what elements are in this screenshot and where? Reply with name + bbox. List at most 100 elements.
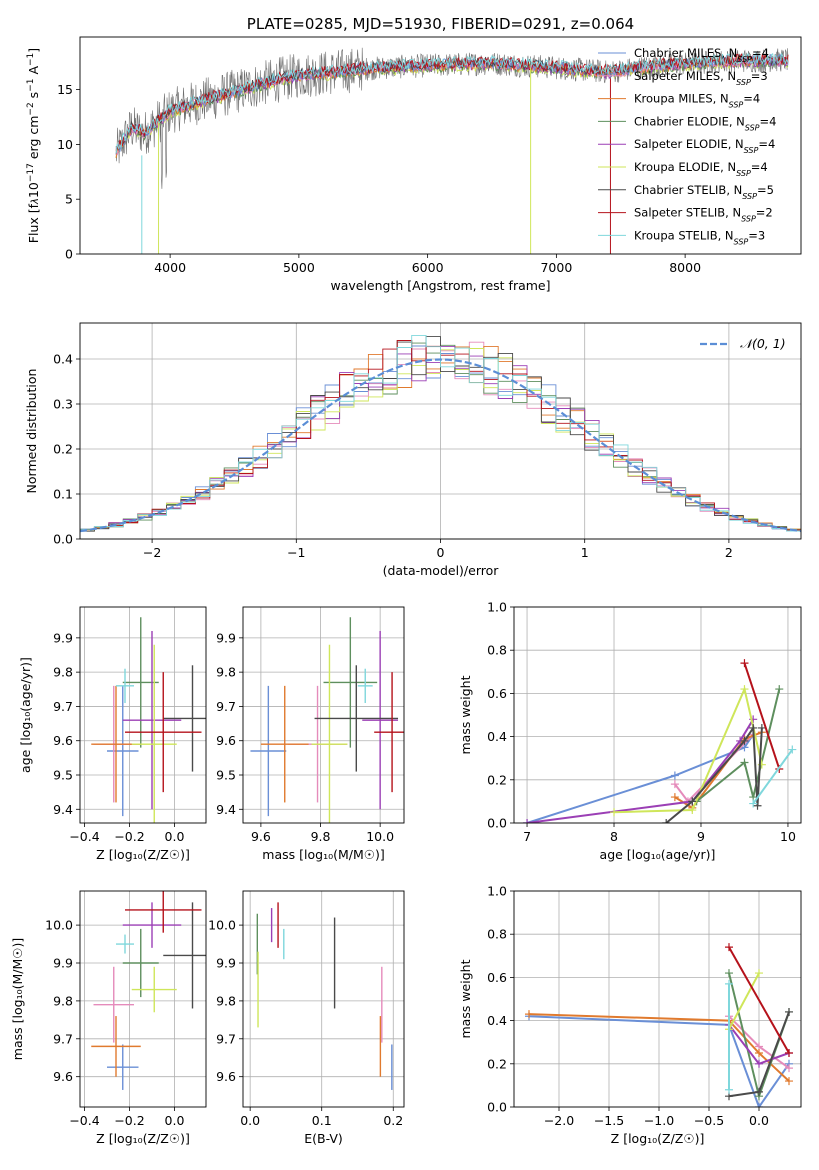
legend-label-part: SSP [741,214,756,223]
y-axis-label: age [log₁₀(age/yr)] [18,657,33,773]
marker-chabrier_stelib [688,797,697,806]
y-tick-label: 10.0 [208,918,236,933]
legend-label-part: =3 [751,69,768,83]
age_vs_mass-frame [242,606,405,824]
y-tick-label: 9.8 [53,993,73,1008]
y-axis-label: mass weight [458,959,473,1038]
y-axis-label-part: −1 [26,79,36,92]
legend-label-part: =4 [752,46,769,60]
y-tick-label: 0.8 [487,643,507,658]
x-tick-label: 9.8 [311,829,331,844]
marker-kroupa_stelib [788,745,797,754]
y-axis-label-part: ] [26,48,41,53]
chart-title: PLATE=0285, MJD=51930, FIBERID=0291, z=0… [247,15,634,33]
legend-label: Kroupa ELODIE, NSSP=4 [634,160,768,178]
legend-label-part: =4 [743,92,760,106]
legend-label: Salpeter STELIB, NSSP=2 [634,206,773,224]
y-axis-label: mass weight [458,675,473,754]
y-axis-label: Flux [fλ10−17 erg cm−2 s−1 A−1] [26,48,41,243]
y-tick-label: 0.4 [487,1013,507,1028]
histogram-steps [80,334,801,533]
mass_vs_z-frame [79,890,207,1108]
y-tick-label: 0 [65,247,73,262]
legend-label: Chabrier MILES, NSSP=4 [634,46,769,64]
marker-chabrier_stelib [753,801,762,810]
y-tick-label: 9.5 [216,768,236,783]
x-tick-label: 10.0 [366,829,394,844]
marker-kroupa_miles [670,793,679,802]
x-tick-label: −1.0 [644,1113,674,1128]
y-tick-label: 1.0 [487,600,507,615]
age_vs_z-points [91,617,206,823]
x-axis-label: age [log₁₀(age/yr)] [600,847,716,862]
legend-label-part: Salpeter MILES, N [634,69,736,83]
y-tick-label: 9.9 [53,956,73,971]
x-tick-label: 5000 [283,260,315,275]
marker-kroupa_elodie [740,685,749,694]
y-axis-label: Normed distribution [24,369,39,494]
y-tick-label: 9.5 [53,768,73,783]
x-axis-label: wavelength [Angstrom, rest frame] [330,278,550,293]
mass_vs_z-points [91,891,206,1090]
marker-chabrier_stelib [740,736,749,745]
series-kroupa_elodie [728,972,760,1030]
x-axis-label: Z [log₁₀(Z/Z☉)] [611,1131,705,1146]
x-axis-label: mass [log₁₀(M/M☉)] [262,847,384,862]
legend-label: Kroupa MILES, NSSP=4 [634,92,760,110]
marker-kroupa_stelib [725,979,733,988]
x-tick-label: 1 [581,545,589,560]
mass_vs_ebv-frame [242,890,405,1108]
y-tick-label: 0.4 [53,352,73,367]
legend-label-part: Salpeter ELODIE, N [634,137,744,151]
x-tick-label: 8000 [669,260,701,275]
marker-chabrier_elodie [740,758,749,767]
y-tick-label: 10 [57,137,73,152]
mass_vs_z-axes: −0.4 −0.2 0.0 9.6 9.7 9.8 9.9 10.0 Z [log₁₀(Z/Z☉… [10,891,206,1146]
series-salpeter_stelib [743,662,781,770]
y-tick-label: 9.8 [216,993,236,1008]
x-tick-label: −1.5 [594,1113,624,1128]
x-tick-label: 6000 [412,260,444,275]
mass_vs_ebv-points [256,902,393,1090]
legend-label-part: =4 [751,160,768,174]
legend-label-part: SSP [745,123,760,132]
y-tick-label: 1.0 [487,884,507,899]
marker-salpeter_elodie [523,819,532,823]
x-axis-label: Z [log₁₀(Z/Z☉)] [96,847,190,862]
marker-salpeter_stelib [725,943,733,952]
plot-layer: PLATE=0285, MJD=51930, FIBERID=0291, z=0… [10,15,802,1146]
age_vs_z-axes: −0.4 −0.2 0.0 9.4 9.5 9.6 9.7 9.8 9.9 Z [log₁₀(Z/… [18,607,206,862]
legend-label: Salpeter MILES, NSSP=3 [634,69,768,87]
x-tick-label: 10 [780,829,796,844]
y-tick-label: 0.0 [487,1100,507,1115]
x-tick-label: 8 [610,829,618,844]
y-tick-label: 9.4 [53,802,73,817]
legend-label-part: SSP [742,191,757,200]
x-tick-label: 0.0 [240,1113,260,1128]
legend-label: Chabrier STELIB, NSSP=5 [634,183,774,201]
legend-label-part: =3 [748,228,765,242]
x-tick-label: 0.0 [165,1113,185,1128]
x-axis-label: E(B-V) [304,1131,343,1146]
x-tick-label: 9 [697,829,705,844]
legend-label-part: SSP [736,77,751,86]
model-line-chabrier_stelib [115,52,789,154]
series-chabrier_miles [528,1015,790,1107]
histogram-kroupa_stelib [80,334,801,532]
y-tick-label: 9.9 [216,630,236,645]
gaussian-curve [80,358,801,533]
legend-label-part: =4 [758,137,775,151]
weight_vs_age-frame [513,606,802,824]
legend-label-part: Kroupa STELIB, N [634,228,734,242]
marker-chabrier_stelib [757,723,766,732]
y-axis-label-part: Flux [f [26,203,41,243]
y-tick-label: 9.6 [216,1069,236,1084]
legend-label-part: Chabrier ELODIE, N [634,114,745,128]
y-axis-label-part: A [26,66,41,79]
y-tick-label: 9.7 [53,1031,73,1046]
mass_vs_ebv-axes: 0.0 0.1 0.2 9.6 9.7 9.8 9.9 10.0 E(B-V) [208,891,404,1146]
legend-label-part: =5 [757,183,774,197]
